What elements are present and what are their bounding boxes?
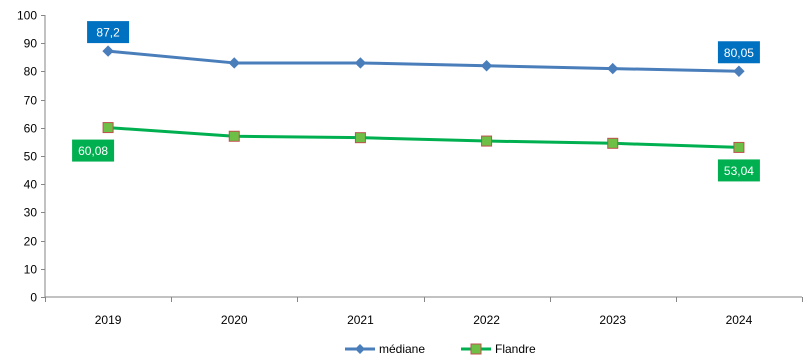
y-tick-label: 50: [24, 150, 38, 164]
legend-item-flandre: Flandre: [461, 342, 536, 356]
data-point: [354, 132, 366, 144]
data-point: [481, 135, 493, 147]
data-point: [480, 60, 493, 72]
data-label-text: 60,08: [78, 144, 108, 158]
series-layer: [102, 45, 745, 153]
data-point: [228, 130, 240, 142]
x-tick-label: 2021: [347, 313, 374, 327]
legend-swatch-marker: [355, 344, 365, 354]
data-point: [102, 45, 114, 57]
y-axis-ticks: 0 10 20 30 40 50 60 70 80 90 100: [17, 9, 45, 305]
series-line: [107, 49, 739, 73]
data-label: 80,05: [717, 41, 760, 64]
data-point: [354, 57, 367, 69]
legend-label: Flandre: [495, 342, 536, 356]
data-label-box: [87, 21, 130, 44]
data-label-box: [72, 139, 115, 162]
y-tick-label: 80: [24, 65, 38, 79]
x-tick-label: 2023: [599, 313, 626, 327]
data-label-text: 80,05: [724, 46, 754, 60]
x-tick-label: 2020: [221, 313, 248, 327]
data-label-box: [717, 41, 760, 64]
y-tick-label: 90: [24, 37, 38, 51]
y-tick-label: 60: [24, 122, 38, 136]
y-tick-label: 10: [24, 263, 38, 277]
data-point: [228, 57, 240, 69]
legend: médiane Flandre: [345, 342, 536, 356]
data-label: 53,04: [717, 159, 760, 182]
y-tick-label: 20: [24, 235, 38, 249]
series-line: [107, 126, 739, 149]
data-point: [607, 62, 619, 75]
data-label: 60,08: [72, 139, 115, 162]
legend-label: médiane: [379, 342, 425, 356]
data-label-box: [717, 159, 760, 182]
series-mediane: [102, 45, 745, 77]
data-label: 87,2: [87, 21, 130, 44]
legend-item-mediane: médiane: [345, 342, 425, 356]
y-tick-label: 100: [17, 9, 37, 23]
y-tick-label: 30: [24, 206, 38, 220]
series-flandre: [102, 122, 745, 153]
x-tick-label: 2019: [95, 313, 122, 327]
data-label-text: 87,2: [96, 26, 120, 40]
y-tick-label: 70: [24, 94, 38, 108]
data-point: [102, 122, 114, 134]
x-tick-label: 2024: [726, 313, 753, 327]
legend-swatch-marker: [470, 343, 482, 355]
data-point: [607, 137, 619, 149]
data-labels: 87,2 80,05 60,08 53,04: [72, 21, 760, 182]
data-point: [733, 141, 745, 153]
x-tick-label: 2022: [473, 313, 500, 327]
y-tick-label: 0: [30, 291, 37, 305]
x-axis-ticks: 2019 2020 2021 2022 2023 2024: [45, 297, 803, 327]
y-tick-label: 40: [24, 178, 38, 192]
data-point: [733, 65, 745, 77]
data-label-text: 53,04: [724, 164, 754, 178]
